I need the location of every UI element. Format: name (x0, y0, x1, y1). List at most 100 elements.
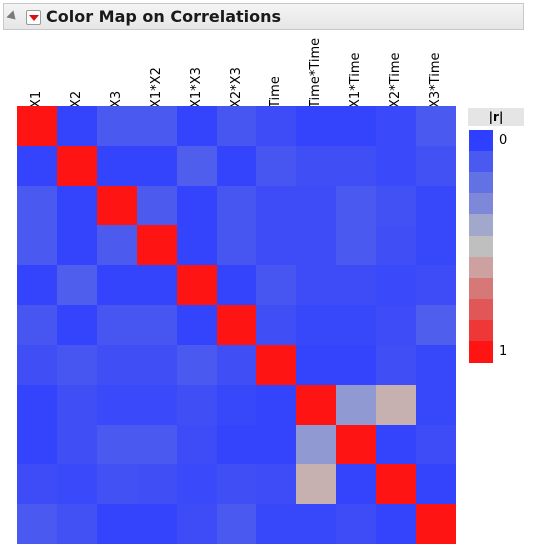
heatmap-cell[interactable] (376, 504, 417, 545)
heatmap-cell[interactable] (56, 145, 98, 187)
heatmap-cell[interactable] (216, 384, 257, 426)
heatmap-cell[interactable] (56, 265, 98, 306)
heatmap-cell[interactable] (96, 504, 138, 545)
heatmap-cell[interactable] (216, 344, 257, 386)
heatmap-cell[interactable] (376, 225, 417, 266)
heatmap-cell[interactable] (416, 185, 457, 226)
heatmap-cell[interactable] (136, 265, 178, 306)
heatmap-cell[interactable] (96, 384, 138, 426)
heatmap-cell[interactable] (176, 305, 218, 346)
heatmap-cell[interactable] (96, 265, 138, 306)
heatmap-cell[interactable] (296, 265, 337, 306)
heatmap-cell[interactable] (376, 145, 417, 187)
heatmap-cell[interactable] (176, 504, 218, 545)
heatmap-cell[interactable] (176, 106, 218, 147)
heatmap-cell[interactable] (296, 424, 337, 465)
heatmap-cell[interactable] (176, 145, 218, 187)
heatmap-cell[interactable] (296, 106, 337, 147)
heatmap-cell[interactable] (296, 504, 337, 545)
heatmap-cell[interactable] (56, 464, 98, 505)
heatmap-cell[interactable] (416, 464, 457, 505)
heatmap-cell[interactable] (256, 185, 297, 226)
heatmap-cell[interactable] (376, 106, 417, 147)
heatmap-cell[interactable] (136, 424, 178, 465)
heatmap-cell[interactable] (256, 344, 297, 386)
heatmap-cell[interactable] (17, 344, 58, 386)
heatmap-cell[interactable] (216, 504, 257, 545)
heatmap-cell[interactable] (376, 344, 417, 386)
heatmap-cell[interactable] (96, 464, 138, 505)
heatmap-cell[interactable] (96, 225, 138, 266)
heatmap-cell[interactable] (376, 424, 417, 465)
heatmap-cell[interactable] (136, 464, 178, 505)
heatmap-cell[interactable] (216, 225, 257, 266)
heatmap-cell[interactable] (336, 344, 377, 386)
heatmap-cell[interactable] (216, 424, 257, 465)
heatmap-cell[interactable] (136, 344, 178, 386)
heatmap-cell[interactable] (336, 145, 377, 187)
heatmap-cell[interactable] (17, 265, 58, 306)
heatmap-cell[interactable] (336, 504, 377, 545)
heatmap-cell[interactable] (17, 305, 58, 346)
heatmap-cell[interactable] (56, 504, 98, 545)
heatmap-cell[interactable] (296, 185, 337, 226)
heatmap-cell[interactable] (416, 265, 457, 306)
heatmap-cell[interactable] (96, 145, 138, 187)
heatmap-cell[interactable] (336, 225, 377, 266)
heatmap-cell[interactable] (376, 265, 417, 306)
heatmap-cell[interactable] (136, 225, 178, 266)
heatmap-cell[interactable] (96, 344, 138, 386)
heatmap-cell[interactable] (136, 305, 178, 346)
heatmap-cell[interactable] (256, 265, 297, 306)
heatmap-cell[interactable] (416, 225, 457, 266)
heatmap-cell[interactable] (416, 106, 457, 147)
collapse-triangle-icon[interactable] (6, 10, 20, 24)
heatmap-cell[interactable] (56, 344, 98, 386)
heatmap-cell[interactable] (416, 504, 457, 545)
heatmap-cell[interactable] (176, 225, 218, 266)
red-triangle-menu-icon[interactable] (26, 10, 41, 25)
heatmap-cell[interactable] (96, 424, 138, 465)
heatmap-cell[interactable] (336, 265, 377, 306)
heatmap-cell[interactable] (176, 384, 218, 426)
heatmap-cell[interactable] (216, 305, 257, 346)
heatmap-cell[interactable] (416, 145, 457, 187)
heatmap-cell[interactable] (256, 225, 297, 266)
heatmap-cell[interactable] (216, 265, 257, 306)
heatmap-cell[interactable] (56, 106, 98, 147)
heatmap-cell[interactable] (336, 464, 377, 505)
heatmap-cell[interactable] (136, 384, 178, 426)
heatmap-cell[interactable] (216, 145, 257, 187)
heatmap-cell[interactable] (416, 424, 457, 465)
heatmap-cell[interactable] (336, 106, 377, 147)
heatmap-cell[interactable] (296, 384, 337, 426)
heatmap-cell[interactable] (336, 305, 377, 346)
heatmap-cell[interactable] (376, 384, 417, 426)
heatmap-cell[interactable] (136, 504, 178, 545)
heatmap-cell[interactable] (256, 424, 297, 465)
heatmap-cell[interactable] (176, 344, 218, 386)
heatmap-cell[interactable] (136, 145, 178, 187)
outline-box-header[interactable]: Color Map on Correlations (3, 3, 524, 30)
heatmap-cell[interactable] (296, 464, 337, 505)
heatmap-cell[interactable] (96, 305, 138, 346)
heatmap-cell[interactable] (176, 265, 218, 306)
heatmap-cell[interactable] (336, 384, 377, 426)
heatmap-cell[interactable] (256, 504, 297, 545)
heatmap-cell[interactable] (216, 464, 257, 505)
heatmap-cell[interactable] (17, 504, 58, 545)
heatmap-cell[interactable] (416, 384, 457, 426)
heatmap-cell[interactable] (56, 185, 98, 226)
heatmap-cell[interactable] (256, 464, 297, 505)
heatmap-cell[interactable] (17, 106, 58, 147)
heatmap-cell[interactable] (256, 145, 297, 187)
heatmap-cell[interactable] (216, 106, 257, 147)
heatmap-cell[interactable] (176, 464, 218, 505)
heatmap-cell[interactable] (376, 464, 417, 505)
heatmap-cell[interactable] (56, 384, 98, 426)
heatmap-cell[interactable] (17, 185, 58, 226)
heatmap-cell[interactable] (216, 185, 257, 226)
heatmap-cell[interactable] (17, 225, 58, 266)
heatmap-cell[interactable] (17, 464, 58, 505)
heatmap-cell[interactable] (17, 384, 58, 426)
